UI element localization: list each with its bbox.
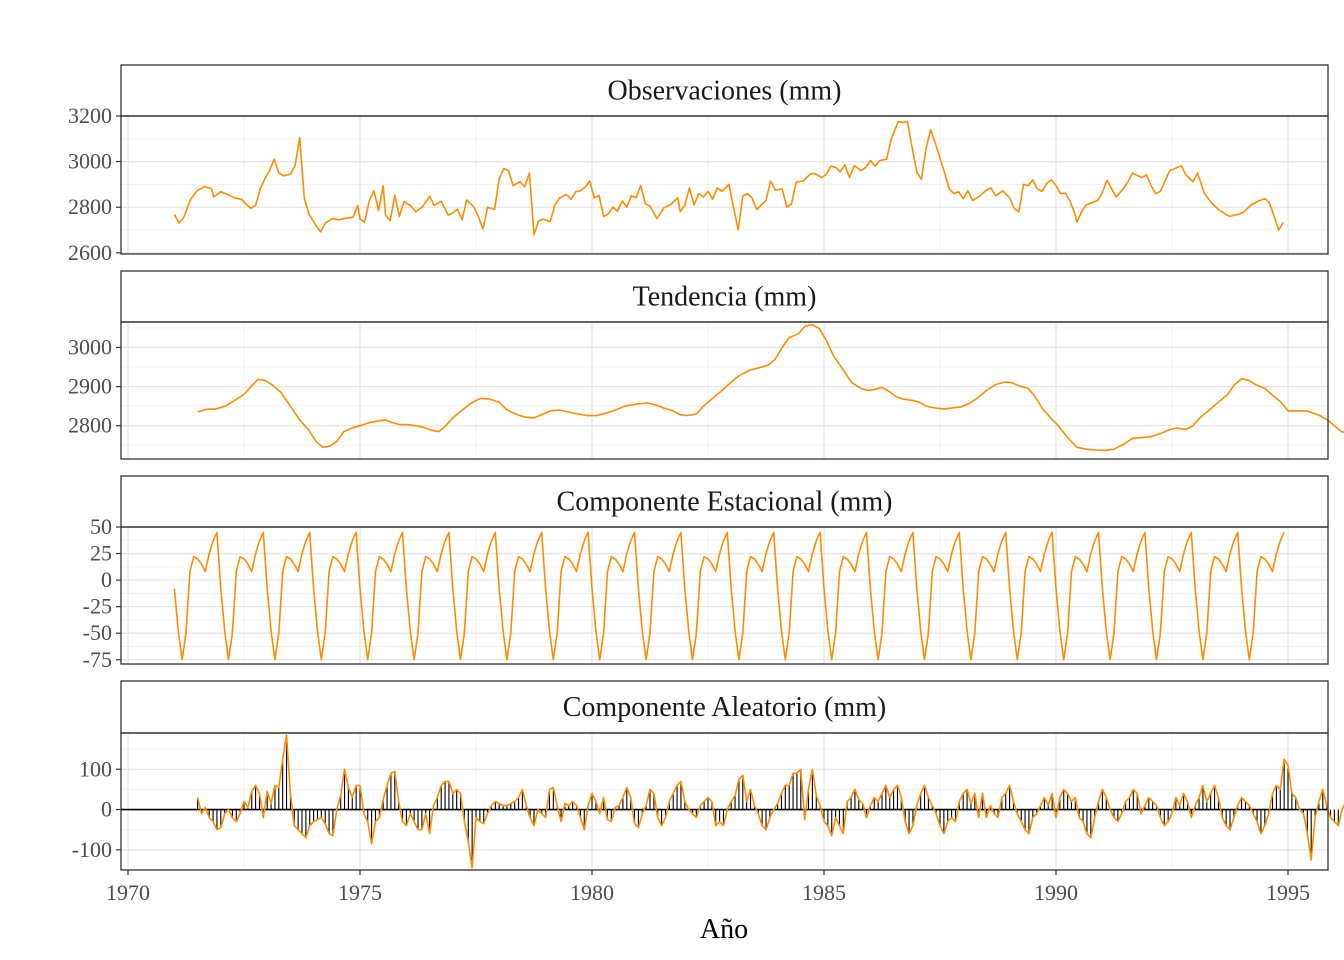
x-tick-label: 1975 <box>338 880 382 905</box>
x-tick-label: 1995 <box>1266 880 1310 905</box>
plot-background <box>121 527 1328 664</box>
y-tick-label: 3000 <box>68 149 112 174</box>
facet-title: Observaciones (mm) <box>607 76 841 107</box>
panel-border <box>120 321 1329 460</box>
y-tick-label: -50 <box>83 620 112 645</box>
y-tick-label: -25 <box>83 594 112 619</box>
y-tick-label: 3200 <box>68 103 112 128</box>
x-tick-label: 1990 <box>1034 880 1078 905</box>
panel-border <box>120 115 1329 255</box>
y-tick-label: 0 <box>101 797 112 822</box>
x-tick-label: 1970 <box>106 880 150 905</box>
plot-background <box>121 733 1328 870</box>
facet-title: Componente Estacional (mm) <box>557 487 893 518</box>
facet-strip <box>120 270 1329 323</box>
panel-border <box>120 526 1329 665</box>
panel-border <box>120 732 1329 871</box>
panel-observaciones: Observaciones (mm) 2600 2800 3000 3200 <box>68 64 1329 265</box>
facet-strip <box>120 64 1329 117</box>
y-tick-label: 2800 <box>68 194 112 219</box>
y-tick-label: -100 <box>72 837 112 862</box>
facet-strip <box>120 475 1329 528</box>
y-tick-label: 0 <box>101 567 112 592</box>
series-line-observaciones <box>173 120 1285 236</box>
panels-layer: Observaciones (mm) 2600 2800 3000 3200 Tenden… <box>68 64 1344 871</box>
y-tick-label: 2900 <box>68 374 112 399</box>
y-tick-label: 3000 <box>68 334 112 359</box>
panel-tendencia: Tendencia (mm) 2800 2900 3000 <box>68 270 1344 460</box>
panel-aleatorio: Componente Aleatorio (mm) -100 0 100 <box>72 680 1344 871</box>
series-line-estacional <box>173 531 1285 661</box>
facet-title: Tendencia (mm) <box>633 282 817 313</box>
plot-background <box>121 322 1328 459</box>
plot-background <box>121 116 1328 254</box>
x-tick-label: 1985 <box>802 880 846 905</box>
x-axis: 1970 1975 1980 1985 1990 1995 <box>106 870 1310 905</box>
x-tick-label: 1980 <box>570 880 614 905</box>
y-tick-label: 25 <box>90 541 112 566</box>
series-line-aleatorio <box>196 734 1344 869</box>
series-line-tendencia <box>197 323 1344 452</box>
x-axis-title: Año <box>700 914 748 945</box>
y-tick-label: 50 <box>90 514 112 539</box>
facet-title: Componente Aleatorio (mm) <box>563 692 887 723</box>
y-tick-label: -75 <box>83 647 112 672</box>
y-tick-label: 2800 <box>68 413 112 438</box>
y-tick-label: 2600 <box>68 240 112 265</box>
y-tick-label: 100 <box>79 756 112 781</box>
